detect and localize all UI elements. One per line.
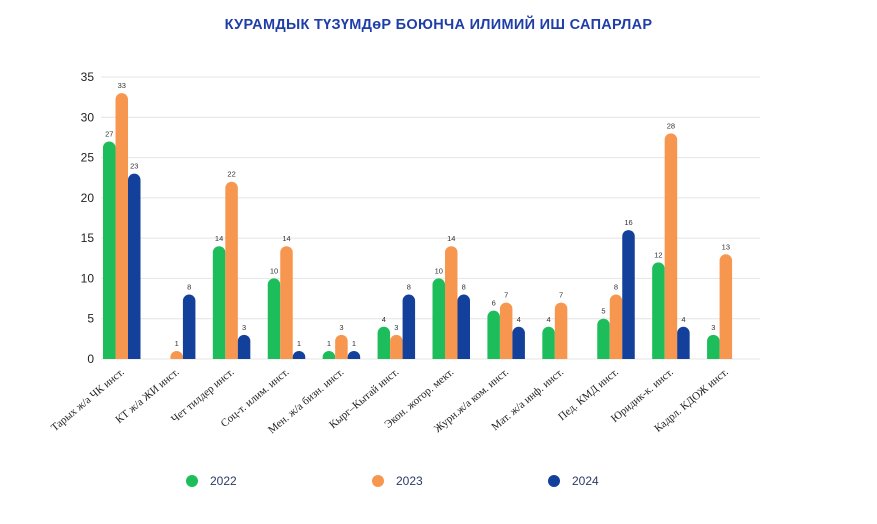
bar bbox=[292, 350, 306, 359]
bar bbox=[597, 318, 610, 359]
bar bbox=[347, 350, 361, 359]
y-tick-label: 30 bbox=[81, 110, 95, 124]
y-tick-label: 10 bbox=[81, 271, 95, 285]
y-tick-label: 25 bbox=[81, 151, 95, 165]
data-label: 8 bbox=[187, 283, 191, 292]
bar bbox=[432, 278, 445, 359]
data-label: 12 bbox=[654, 250, 662, 259]
data-label: 3 bbox=[242, 323, 246, 332]
bars bbox=[103, 93, 733, 359]
bar bbox=[609, 294, 623, 359]
legend-label: 2023 bbox=[396, 474, 423, 488]
data-label: 4 bbox=[546, 315, 550, 324]
legend-dot-icon bbox=[372, 475, 384, 487]
y-tick-label: 0 bbox=[87, 352, 94, 366]
data-label: 33 bbox=[118, 81, 126, 90]
data-label: 1 bbox=[297, 339, 301, 348]
bar bbox=[457, 294, 470, 359]
data-label: 1 bbox=[352, 339, 356, 348]
data-label: 4 bbox=[382, 315, 386, 324]
data-label: 7 bbox=[504, 291, 508, 300]
bar bbox=[622, 230, 635, 359]
data-label: 8 bbox=[614, 283, 618, 292]
x-axis-ticks: Тарых ж/а ЧК инст.КТ ж/а ЖИ инст.Чет тил… bbox=[49, 366, 731, 436]
bar bbox=[128, 173, 141, 359]
bar bbox=[707, 334, 720, 359]
bar bbox=[445, 246, 458, 359]
data-label: 8 bbox=[407, 283, 411, 292]
data-label: 1 bbox=[327, 339, 331, 348]
chart-title: КУРАМДЫК ТҮЗҮМДөР БОЮНЧА ИЛИМИЙ ИШ САПАР… bbox=[224, 17, 653, 33]
data-label: 7 bbox=[559, 291, 563, 300]
data-label: 4 bbox=[517, 315, 521, 324]
data-label: 22 bbox=[227, 170, 235, 179]
bar bbox=[280, 246, 293, 359]
data-label: 14 bbox=[282, 234, 290, 243]
bar bbox=[212, 246, 226, 359]
bar bbox=[322, 350, 336, 359]
data-label: 3 bbox=[339, 323, 343, 332]
x-tick-label: Тарых ж/а ЧК инст. bbox=[49, 366, 127, 434]
bar bbox=[402, 294, 416, 359]
bar bbox=[225, 181, 238, 359]
bar bbox=[170, 350, 183, 359]
bar bbox=[542, 326, 555, 359]
data-label: 10 bbox=[435, 266, 443, 275]
data-label: 6 bbox=[492, 299, 496, 308]
bar bbox=[390, 334, 403, 359]
data-label: 4 bbox=[681, 315, 685, 324]
legend-item-2023: 2023 bbox=[372, 473, 423, 489]
data-label: 10 bbox=[270, 266, 278, 275]
legend-item-2022: 2022 bbox=[186, 473, 237, 489]
y-axis-ticks: 0 5 10 15 20 25 30 35 bbox=[81, 70, 95, 366]
data-label: 28 bbox=[667, 121, 675, 130]
data-label: 5 bbox=[601, 307, 605, 316]
bar bbox=[664, 133, 678, 359]
bar bbox=[499, 302, 513, 359]
bar bbox=[267, 278, 281, 359]
y-tick-label: 15 bbox=[81, 231, 95, 245]
bar bbox=[237, 334, 251, 359]
data-label: 3 bbox=[394, 323, 398, 332]
legend-item-2024: 2024 bbox=[548, 473, 599, 489]
bar bbox=[182, 294, 196, 359]
data-label: 14 bbox=[215, 234, 223, 243]
data-label: 16 bbox=[624, 218, 632, 227]
bar bbox=[103, 141, 116, 359]
legend-label: 2022 bbox=[210, 474, 237, 488]
data-label: 1 bbox=[175, 339, 179, 348]
legend-label: 2024 bbox=[572, 474, 599, 488]
data-label: 23 bbox=[130, 162, 138, 171]
bar bbox=[677, 326, 690, 359]
bar bbox=[554, 302, 568, 359]
gridlines bbox=[101, 76, 760, 360]
bar bbox=[115, 93, 128, 359]
y-tick-label: 35 bbox=[81, 70, 95, 84]
y-tick-label: 20 bbox=[81, 191, 95, 205]
bar bbox=[377, 326, 391, 359]
bar bbox=[652, 262, 665, 359]
y-tick-label: 5 bbox=[87, 312, 94, 326]
data-label: 13 bbox=[722, 242, 730, 251]
bar bbox=[719, 254, 733, 359]
data-label: 3 bbox=[711, 323, 715, 332]
data-label: 14 bbox=[447, 234, 455, 243]
bar bbox=[335, 334, 348, 359]
bar bbox=[487, 310, 500, 359]
data-label: 27 bbox=[105, 129, 113, 138]
bar bbox=[512, 326, 525, 359]
legend-dot-icon bbox=[548, 475, 560, 487]
data-label: 8 bbox=[462, 283, 466, 292]
legend-dot-icon bbox=[186, 475, 198, 487]
